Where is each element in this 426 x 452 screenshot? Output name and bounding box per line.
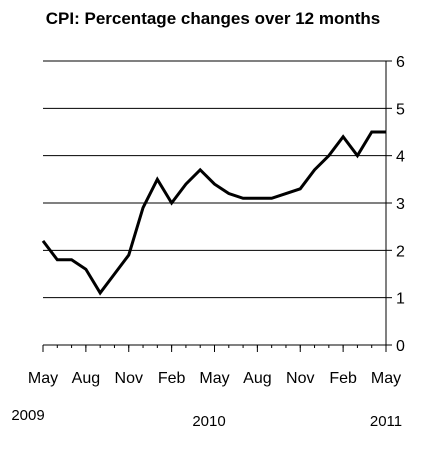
- year-label-2011: 2011: [370, 413, 402, 430]
- y-tick-label: 6: [396, 54, 405, 71]
- x-tick-label: Aug: [243, 370, 271, 387]
- series-layer: [41, 130, 386, 296]
- x-tick-labels: May Aug Nov Feb May Aug Nov Feb May: [28, 370, 401, 387]
- series-line-cpi: [41, 130, 386, 296]
- x-tick-label: Nov: [286, 370, 314, 387]
- y-tick-label: 5: [396, 101, 405, 118]
- y-tick-label: 1: [396, 291, 405, 308]
- x-tick-label: May: [28, 370, 58, 387]
- y-tick-label: 3: [396, 196, 405, 213]
- gridlines: [43, 60, 386, 299]
- axes: [42, 60, 392, 352]
- y-tick-label: 2: [396, 243, 405, 260]
- chart-title: CPI: Percentage changes over 12 months: [46, 9, 380, 28]
- x-tick-label: Feb: [329, 370, 357, 387]
- year-labels: 2009 2010 2011: [11, 407, 402, 430]
- x-tick-label: May: [199, 370, 229, 387]
- y-tick-label: 4: [396, 149, 405, 166]
- x-tick-label: Nov: [115, 370, 143, 387]
- x-tick-label: May: [371, 370, 401, 387]
- year-label-2010: 2010: [192, 413, 225, 430]
- x-tick-label: Aug: [72, 370, 100, 387]
- y-tick-label: 0: [396, 338, 405, 355]
- y-tick-labels: 0 1 2 3 4 5 6: [396, 54, 405, 355]
- year-label-2009: 2009: [11, 407, 44, 424]
- x-tick-label: Feb: [158, 370, 186, 387]
